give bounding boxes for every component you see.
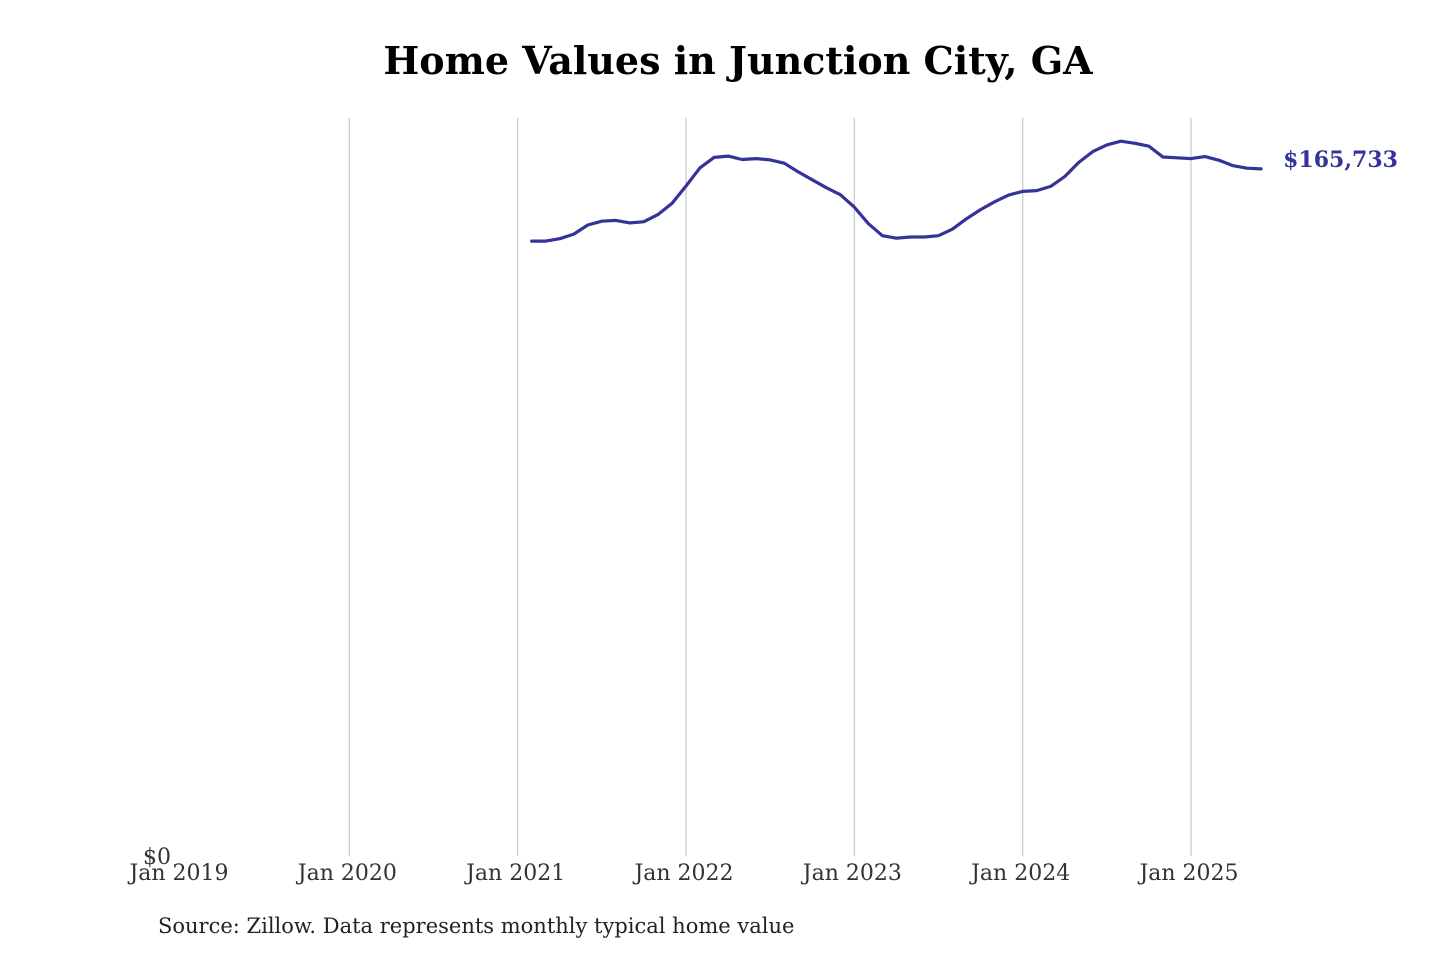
- x-tick-label: Jan 2020: [296, 861, 397, 886]
- chart-title: Home Values in Junction City, GA: [383, 38, 1093, 83]
- x-tick-label: Jan 2019: [127, 861, 228, 886]
- x-tick-label: Jan 2022: [632, 861, 733, 886]
- y-axis-ticks: $0: [143, 845, 171, 870]
- grid-lines: [348, 118, 1192, 856]
- series-line: [530, 139, 1263, 243]
- line-chart: Jan 2019 Jan 2020 Jan 2021 Jan 2022 Jan 2023…: [127, 118, 1398, 886]
- source-note: Source: Zillow. Data represents monthly …: [158, 914, 795, 938]
- x-tick-label: Jan 2024: [969, 861, 1070, 886]
- x-tick-label: Jan 2023: [801, 861, 902, 886]
- x-axis-ticks: Jan 2019 Jan 2020 Jan 2021 Jan 2022 Jan 2023…: [127, 861, 1238, 886]
- end-value-label: $165,733: [1283, 147, 1398, 173]
- x-tick-label: Jan 2021: [464, 861, 565, 886]
- x-tick-label: Jan 2025: [1137, 861, 1238, 886]
- y-tick-label: $0: [143, 845, 171, 870]
